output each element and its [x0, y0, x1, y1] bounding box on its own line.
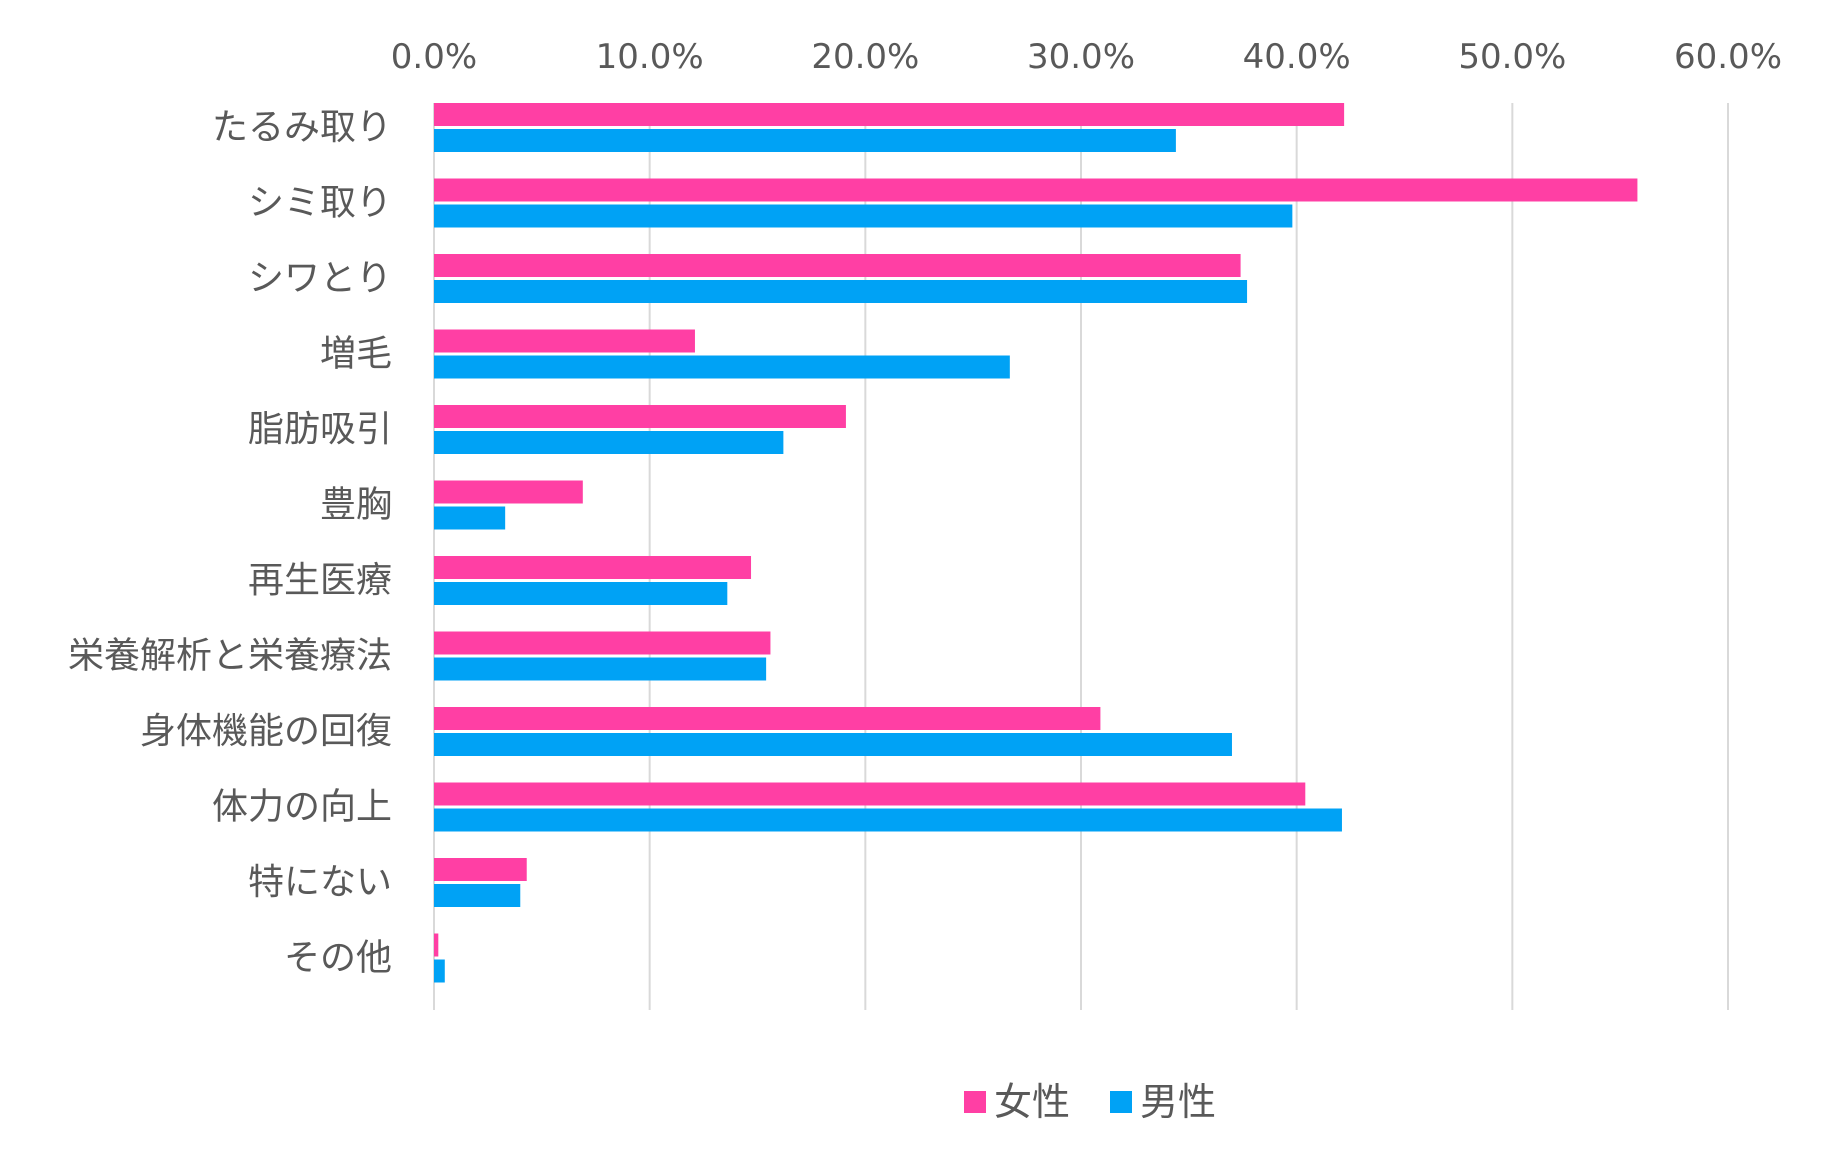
bar-female	[434, 556, 752, 579]
legend-swatch	[1110, 1091, 1132, 1113]
x-tick-label: 20.0%	[811, 37, 919, 77]
x-tick-label: 0.0%	[391, 37, 477, 77]
bar-female	[434, 707, 1101, 730]
bar-male	[434, 884, 521, 907]
bar-female	[434, 405, 846, 428]
category-label: その他	[284, 938, 392, 979]
category-labels: たるみ取りシミ取りシワとり増毛脂肪吸引豊胸再生医療栄養解析と栄養療法身体機能の回…	[68, 107, 392, 979]
bar-male	[434, 355, 1010, 379]
bar-male	[434, 129, 1176, 152]
x-tick-label: 60.0%	[1674, 37, 1782, 77]
bar-male	[434, 657, 767, 681]
bar-female	[434, 782, 1306, 806]
bar-male	[434, 808, 1342, 832]
bars	[434, 103, 1638, 983]
category-label: 体力の向上	[212, 787, 392, 828]
bar-female	[434, 254, 1241, 277]
x-tick-label: 40.0%	[1243, 37, 1351, 77]
category-label: 脂肪吸引	[248, 409, 392, 450]
bar-female	[434, 858, 527, 881]
category-label: 増毛	[320, 334, 392, 375]
x-axis-ticks: 0.0% 10.0% 20.0% 30.0% 40.0% 50.0% 60.0%	[391, 37, 1782, 77]
category-label: 再生医療	[248, 560, 392, 601]
bar-female	[434, 631, 771, 655]
bar-male	[434, 431, 784, 454]
bar-female	[434, 178, 1638, 202]
bar-male	[434, 733, 1232, 756]
category-label: 身体機能の回復	[140, 711, 392, 752]
bar-female	[434, 933, 439, 957]
x-tick-label: 50.0%	[1458, 37, 1566, 77]
category-label: シワとり	[248, 258, 392, 299]
bar-male	[434, 280, 1248, 303]
bar-female	[434, 103, 1345, 126]
x-tick-label: 30.0%	[1027, 37, 1135, 77]
bar-female	[434, 480, 583, 504]
bar-male	[434, 506, 506, 530]
bar-male	[434, 582, 728, 605]
legend-label: 女性	[994, 1080, 1070, 1124]
category-label: 特にない	[248, 862, 392, 903]
legend-label: 男性	[1140, 1080, 1216, 1124]
category-label: たるみ取り	[212, 107, 392, 148]
category-label: シミ取り	[248, 183, 392, 224]
category-label: 栄養解析と栄養療法	[68, 636, 392, 677]
x-tick-label: 10.0%	[596, 37, 704, 77]
category-label: 豊胸	[320, 485, 392, 526]
legend-swatch	[964, 1091, 986, 1113]
bar-female	[434, 329, 695, 353]
bar-male	[434, 204, 1293, 228]
bar-male	[434, 959, 445, 983]
legend: 女性 男性	[964, 1080, 1216, 1124]
